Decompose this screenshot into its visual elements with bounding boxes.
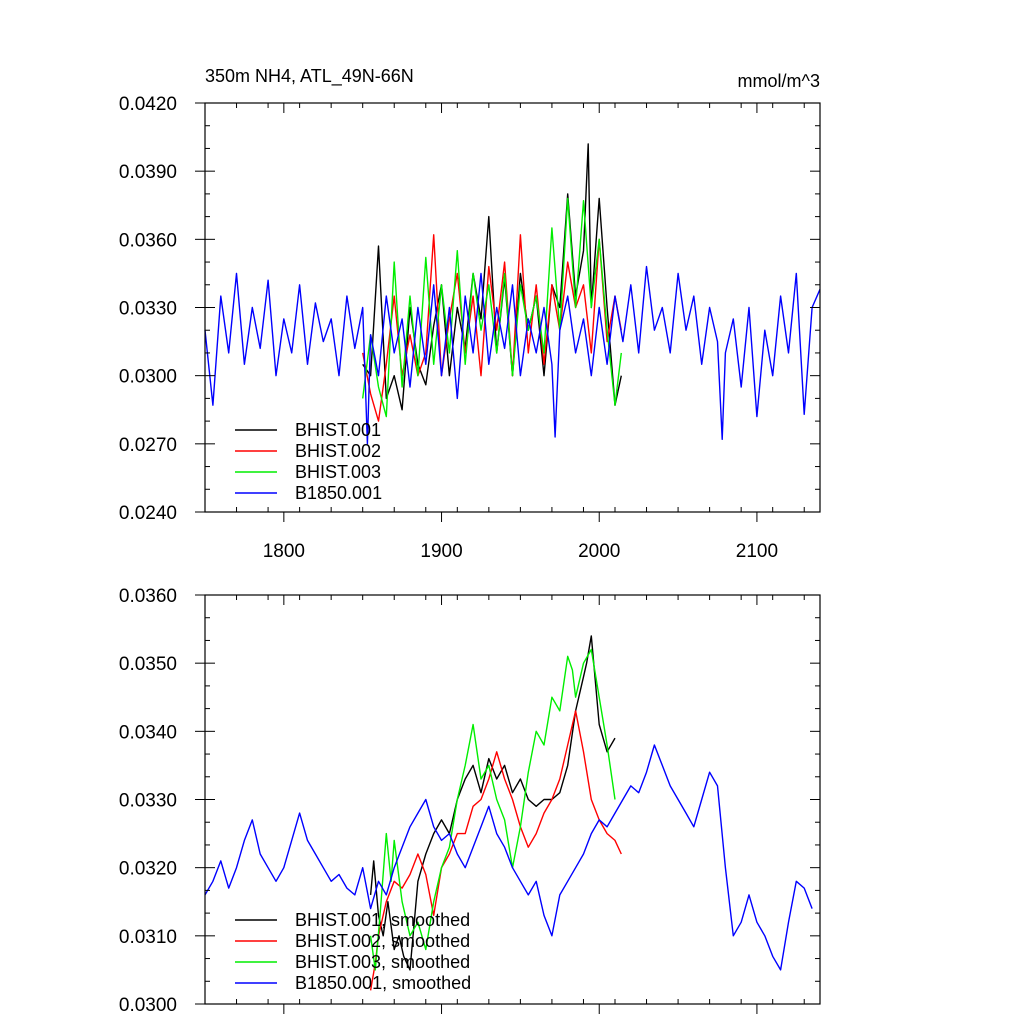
bottom-ytick-label: 0.0310: [119, 927, 177, 948]
top-ytick-label: 0.0390: [119, 162, 177, 183]
top-xtick-label: 1900: [420, 541, 462, 562]
top-legend-label-3: B1850.001: [295, 483, 382, 503]
bottom-series-line-3: [204, 744, 813, 971]
bottom-legend-label-2: BHIST.003, smoothed: [295, 952, 470, 972]
bottom-series-line-0: [369, 635, 616, 971]
top-legend-label-2: BHIST.003: [295, 462, 381, 482]
top-ytick-label: 0.0420: [119, 94, 177, 115]
bottom-ytick-label: 0.0320: [119, 859, 177, 880]
bottom-ytick-label: 0.0340: [119, 722, 177, 743]
bottom-axes: 0.0300 0.0310 0.0320 0.0330 0.0340 0.0350 0.03…: [119, 586, 821, 1016]
top-series-line-2: [362, 197, 622, 418]
bottom-series-group: [204, 635, 813, 991]
top-ytick-label: 0.0360: [119, 230, 177, 251]
top-ytick-label: 0.0330: [119, 299, 177, 320]
bottom-panel: 0.0300 0.0310 0.0320 0.0330 0.0340 0.0350 0.03…: [119, 586, 821, 1016]
bottom-ytick-label: 0.0330: [119, 791, 177, 812]
top-xtick-label: 1800: [263, 541, 305, 562]
top-ytick-label: 0.0240: [119, 503, 177, 524]
top-xtick-label: 2000: [578, 541, 620, 562]
bottom-ytick-label: 0.0300: [119, 995, 177, 1016]
top-ytick-label: 0.0300: [119, 367, 177, 388]
top-series-group: [204, 143, 821, 445]
bottom-series-line-2: [369, 648, 616, 971]
top-axes: 0.0240 0.0270 0.0300 0.0330 0.0360 0.0390 0.04…: [119, 94, 821, 562]
bottom-legend-label-1: BHIST.002, smoothed: [295, 931, 470, 951]
top-legend-label-0: BHIST.001: [295, 420, 381, 440]
top-series-line-3: [204, 265, 821, 445]
bottom-series-line-1: [369, 710, 622, 991]
bottom-legend-label-3: B1850.001, smoothed: [295, 973, 471, 993]
top-ytick-label: 0.0270: [119, 435, 177, 456]
top-panel: 350m NH4, ATL_49N-66N mmol/m^3 0.02400.0…: [119, 66, 821, 562]
bottom-ytick-label: 0.0360: [119, 586, 177, 607]
bottom-legend-label-0: BHIST.001, smoothed: [295, 910, 470, 930]
top-chart-units: mmol/m^3: [738, 71, 820, 91]
top-chart-title: 350m NH4, ATL_49N-66N: [205, 66, 414, 87]
top-xtick-label: 2100: [736, 541, 778, 562]
top-legend-label-1: BHIST.002: [295, 441, 381, 461]
bottom-ytick-label: 0.0350: [119, 654, 177, 675]
